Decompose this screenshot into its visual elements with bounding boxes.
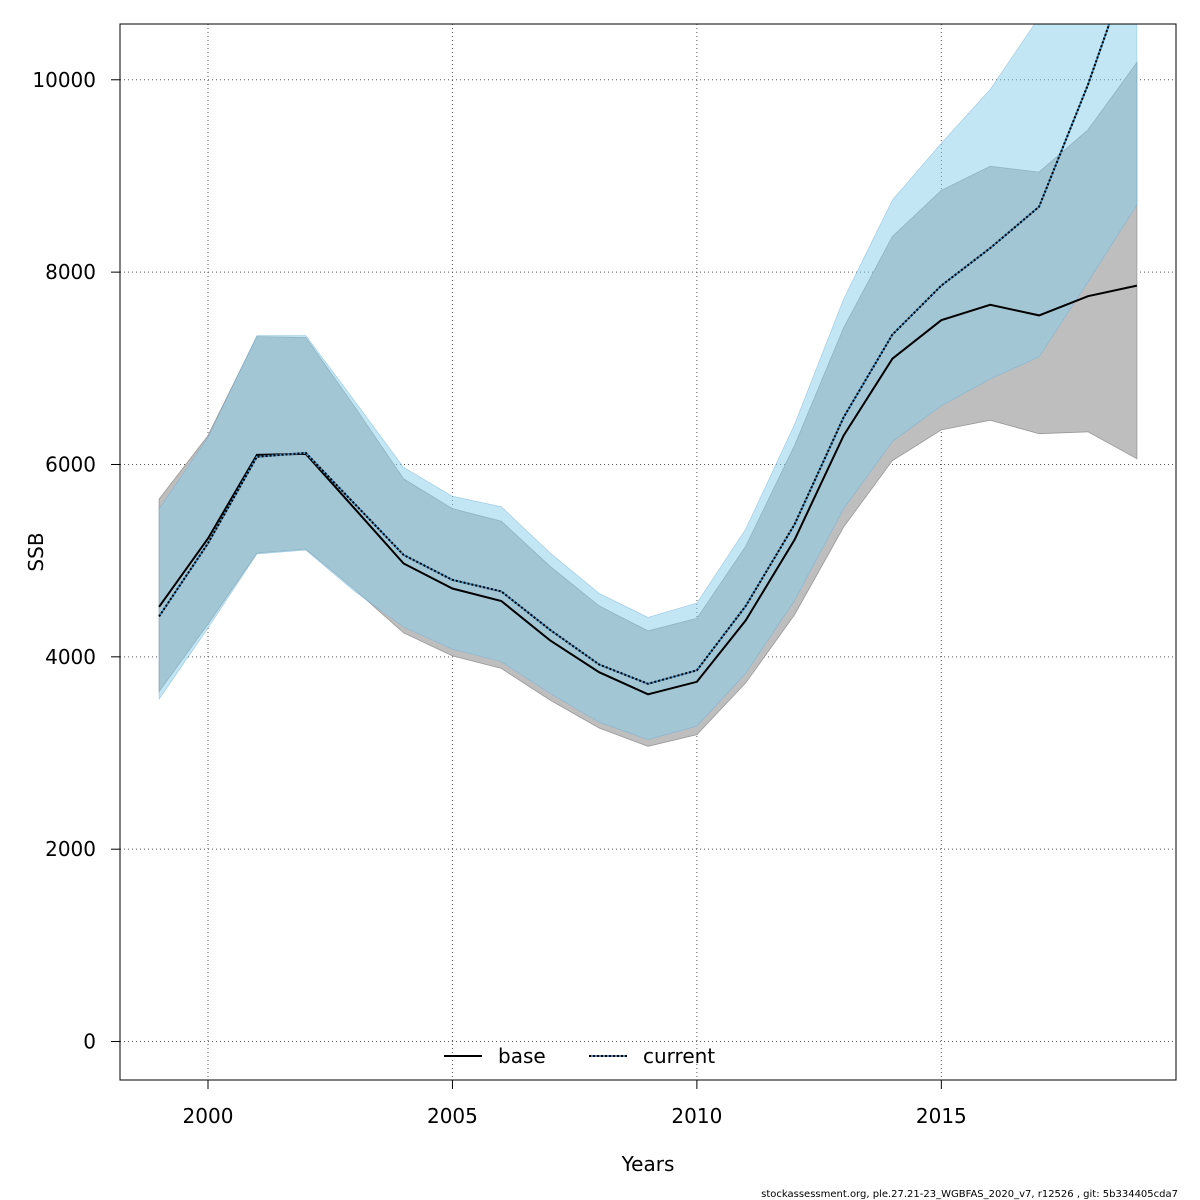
- y-tick-label: 4000: [45, 645, 96, 669]
- legend-current-label: current: [643, 1044, 715, 1068]
- x-axis-title: Years: [621, 1152, 675, 1176]
- y-tick-label: 8000: [45, 260, 96, 284]
- y-tick-label: 0: [83, 1030, 96, 1054]
- x-axis-ticks: 2000 2005 2010 2015: [183, 1080, 967, 1128]
- line-current: [158, 24, 1111, 685]
- x-tick-label: 2005: [427, 1104, 478, 1128]
- y-tick-label: 10000: [32, 68, 96, 92]
- y-axis-title: SSB: [24, 532, 48, 571]
- y-tick-label: 6000: [45, 452, 96, 476]
- line-base: [158, 284, 1138, 696]
- plot-frame: [119, 23, 1177, 1081]
- y-axis-ticks: 0 2000 4000 6000 8000 10000: [32, 68, 120, 1054]
- confidence-bands: [158, 24, 1138, 747]
- band-current: [158, 24, 1138, 740]
- series-lines: [158, 24, 1138, 696]
- legend: base current: [444, 1044, 715, 1068]
- x-tick-label: 2015: [916, 1104, 967, 1128]
- legend-base-label: base: [498, 1044, 546, 1068]
- x-tick-label: 2010: [671, 1104, 722, 1128]
- x-tick-label: 2000: [183, 1104, 234, 1128]
- footer-caption: stockassessment.org, ple.27.21-23_WGBFAS…: [761, 1189, 1178, 1200]
- y-tick-label: 2000: [45, 837, 96, 861]
